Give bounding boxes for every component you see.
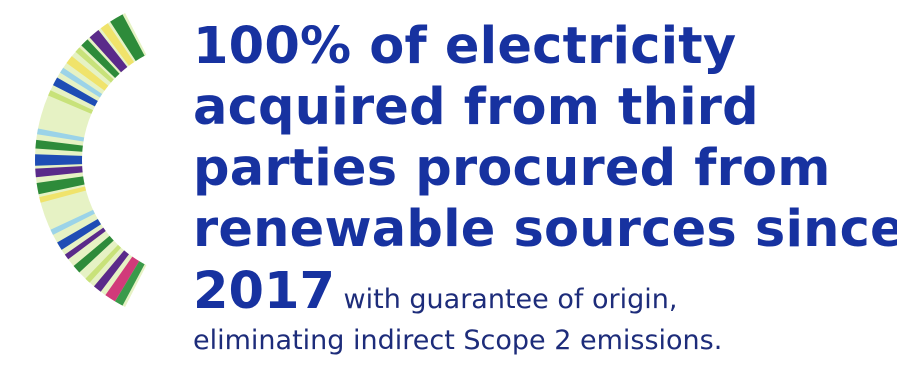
ring-stripe bbox=[60, 67, 103, 98]
ring-stripe bbox=[48, 90, 94, 114]
ring-stripe bbox=[35, 139, 83, 152]
headline-line-2: acquired from third bbox=[193, 78, 759, 137]
ring-stripe bbox=[85, 244, 122, 283]
ring-stripe bbox=[36, 176, 85, 195]
ring-stripe bbox=[52, 77, 98, 107]
ring-stripe bbox=[39, 186, 87, 203]
year-row: 2017 with guarantee of origin, bbox=[193, 265, 677, 319]
body-line-2: eliminating indirect Scope 2 emissions. bbox=[193, 325, 723, 356]
ring-stripe bbox=[64, 227, 106, 260]
color-stripe-ring-icon bbox=[34, 12, 147, 308]
ring-stripe bbox=[105, 256, 140, 302]
ring-stripe bbox=[93, 250, 129, 292]
ring-stripe bbox=[110, 14, 145, 62]
ring-stripe bbox=[73, 235, 114, 273]
ring-stripe bbox=[75, 47, 114, 83]
ring-stripe bbox=[57, 219, 102, 250]
headline-line-1: 100% of electricity bbox=[193, 17, 737, 76]
ring-stripe bbox=[37, 128, 85, 142]
ring-stripe bbox=[66, 56, 109, 91]
body-line-1: with guarantee of origin, bbox=[334, 284, 678, 315]
ring-stripe bbox=[81, 39, 120, 79]
headline-line-4: renewable sources since bbox=[193, 200, 897, 259]
headline: 100% of electricity acquired from third … bbox=[193, 16, 897, 260]
ring-stripe bbox=[115, 261, 145, 306]
ring-stripe bbox=[35, 166, 83, 178]
ring-stripe bbox=[100, 23, 135, 66]
headline-line-3: parties procured from bbox=[193, 139, 831, 198]
ring-stripe bbox=[35, 154, 83, 166]
ring-stripe bbox=[89, 29, 128, 73]
ring-stripe bbox=[50, 209, 95, 235]
headline-year: 2017 bbox=[193, 262, 335, 321]
